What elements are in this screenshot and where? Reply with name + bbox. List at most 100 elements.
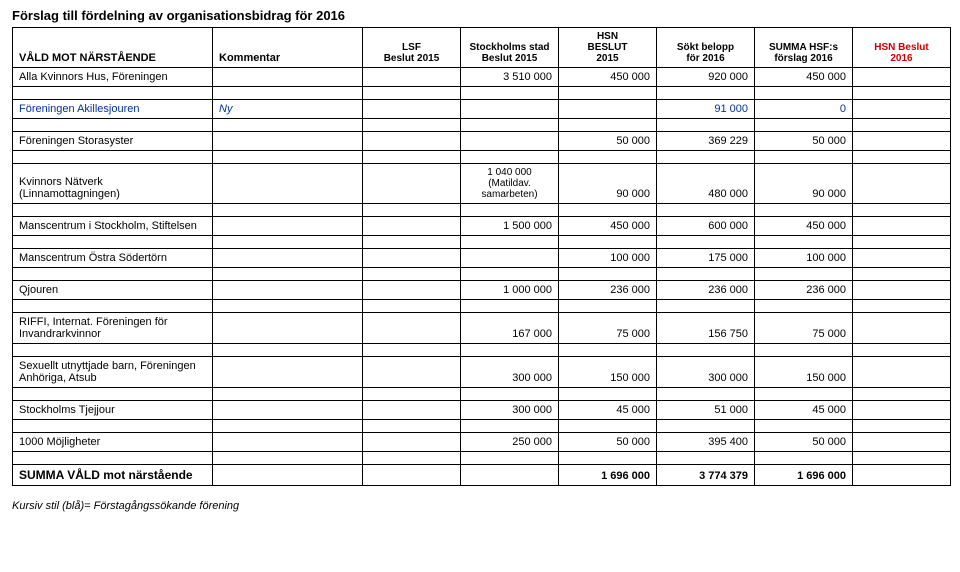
row-name: Qjouren — [13, 281, 213, 300]
spacer-cell — [461, 300, 559, 313]
spacer-cell — [755, 268, 853, 281]
row-value-4: 236 000 — [755, 281, 853, 300]
spacer-cell — [853, 236, 951, 249]
table-row: Manscentrum Östra Södertörn100 000175 00… — [13, 249, 951, 268]
row-comment — [213, 132, 363, 151]
row-value-1: 167 000 — [461, 313, 559, 344]
spacer-cell — [363, 344, 461, 357]
spacer-cell — [13, 204, 213, 217]
spacer-cell — [13, 236, 213, 249]
table-row: Alla Kvinnors Hus, Föreningen3 510 00045… — [13, 68, 951, 87]
spacer-cell — [755, 388, 853, 401]
spacer-cell — [461, 204, 559, 217]
col-stad: Stockholms stad Beslut 2015 — [461, 28, 559, 68]
spacer-cell — [755, 420, 853, 433]
spacer-cell — [559, 151, 657, 164]
row-value-4: 450 000 — [755, 68, 853, 87]
spacer-cell — [213, 87, 363, 100]
row-value-1: 1 040 000 (Matildav. samarbeten) — [461, 164, 559, 204]
row-value-0 — [363, 249, 461, 268]
row-value-0 — [363, 357, 461, 388]
spacer-cell — [853, 268, 951, 281]
row-name: Föreningen Akillesjouren — [13, 100, 213, 119]
page-title: Förslag till fördelning av organisations… — [12, 8, 948, 23]
row-value-5 — [853, 313, 951, 344]
row-value-3: 395 400 — [657, 433, 755, 452]
sum-value-4: 1 696 000 — [755, 465, 853, 486]
spacer-cell — [213, 119, 363, 132]
spacer-cell — [559, 300, 657, 313]
spacer-cell — [559, 388, 657, 401]
spacer-cell — [559, 236, 657, 249]
row-value-4: 100 000 — [755, 249, 853, 268]
row-comment: Ny — [213, 100, 363, 119]
row-value-5 — [853, 68, 951, 87]
row-value-4: 50 000 — [755, 132, 853, 151]
spacer-cell — [755, 204, 853, 217]
row-value-2: 100 000 — [559, 249, 657, 268]
row-value-4: 75 000 — [755, 313, 853, 344]
col-hsn-2016: HSN Beslut 2016 — [853, 28, 951, 68]
row-value-2: 450 000 — [559, 217, 657, 236]
spacer-cell — [213, 204, 363, 217]
row-value-3: 300 000 — [657, 357, 755, 388]
table-row: Qjouren1 000 000236 000236 000236 000 — [13, 281, 951, 300]
row-value-0 — [363, 281, 461, 300]
spacer-cell — [657, 87, 755, 100]
row-value-2: 150 000 — [559, 357, 657, 388]
row-value-1: 300 000 — [461, 401, 559, 420]
spacer-row — [13, 151, 951, 164]
spacer-cell — [559, 420, 657, 433]
row-value-3: 156 750 — [657, 313, 755, 344]
spacer-cell — [461, 388, 559, 401]
spacer-row — [13, 204, 951, 217]
row-value-4: 450 000 — [755, 217, 853, 236]
row-name: Stockholms Tjejjour — [13, 401, 213, 420]
row-value-1: 3 510 000 — [461, 68, 559, 87]
spacer-cell — [213, 236, 363, 249]
spacer-cell — [853, 151, 951, 164]
spacer-cell — [657, 268, 755, 281]
spacer-cell — [13, 388, 213, 401]
spacer-cell — [853, 344, 951, 357]
spacer-cell — [461, 87, 559, 100]
table-row: Manscentrum i Stockholm, Stiftelsen1 500… — [13, 217, 951, 236]
spacer-cell — [213, 452, 363, 465]
sum-value-0 — [363, 465, 461, 486]
spacer-cell — [213, 344, 363, 357]
spacer-cell — [363, 151, 461, 164]
spacer-cell — [363, 300, 461, 313]
sum-comment — [213, 465, 363, 486]
sum-value-2: 1 696 000 — [559, 465, 657, 486]
allocation-table: VÅLD MOT NÄRSTÅENDE Kommentar LSF Beslut… — [12, 27, 951, 486]
table-row: Föreningen AkillesjourenNy91 0000 — [13, 100, 951, 119]
spacer-cell — [755, 452, 853, 465]
spacer-cell — [853, 300, 951, 313]
spacer-cell — [13, 119, 213, 132]
spacer-cell — [755, 87, 853, 100]
spacer-row — [13, 119, 951, 132]
row-value-0 — [363, 217, 461, 236]
row-value-1 — [461, 249, 559, 268]
spacer-cell — [559, 87, 657, 100]
sum-value-3: 3 774 379 — [657, 465, 755, 486]
spacer-cell — [657, 119, 755, 132]
spacer-cell — [657, 452, 755, 465]
row-name: Sexuellt utnyttjade barn, Föreningen Anh… — [13, 357, 213, 388]
row-value-0 — [363, 132, 461, 151]
spacer-cell — [13, 420, 213, 433]
row-value-5 — [853, 401, 951, 420]
row-comment — [213, 281, 363, 300]
col-hsn-beslut: HSN BESLUT 2015 — [559, 28, 657, 68]
spacer-cell — [657, 151, 755, 164]
row-comment — [213, 313, 363, 344]
row-comment — [213, 164, 363, 204]
sum-value-1 — [461, 465, 559, 486]
row-value-2: 90 000 — [559, 164, 657, 204]
spacer-cell — [461, 420, 559, 433]
row-value-3: 600 000 — [657, 217, 755, 236]
row-value-3: 51 000 — [657, 401, 755, 420]
spacer-cell — [755, 344, 853, 357]
spacer-cell — [213, 300, 363, 313]
row-value-3: 175 000 — [657, 249, 755, 268]
